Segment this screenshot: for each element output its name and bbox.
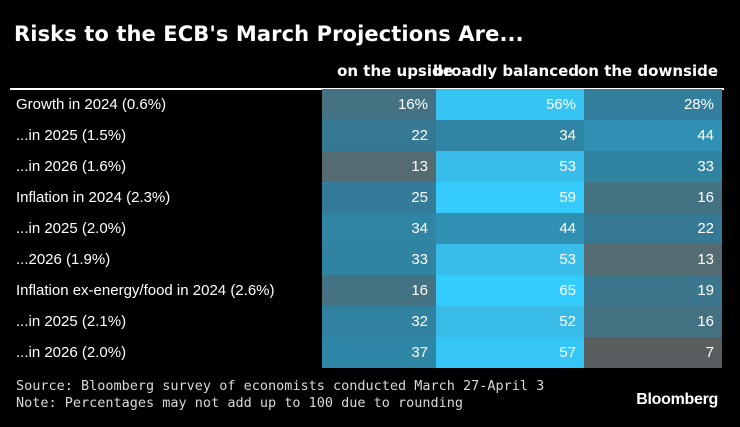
column-headers: on the upside broadly balanced on the do…: [0, 62, 740, 84]
table-row: ...in 2025 (2.0%) 34 44 22: [0, 213, 740, 244]
heatmap-cell: 16: [584, 182, 722, 213]
heatmap-cell: 16: [584, 306, 722, 337]
row-label: Inflation in 2024 (2.3%): [16, 189, 171, 206]
table-row: ...in 2026 (1.6%) 13 53 33: [0, 151, 740, 182]
chart-title: Risks to the ECB's March Projections Are…: [14, 22, 524, 46]
table-row: ...in 2025 (1.5%) 22 34 44: [0, 120, 740, 151]
heatmap-cell: 53: [436, 244, 584, 275]
row-label: ...in 2026 (2.0%): [16, 344, 127, 361]
row-label: ...2026 (1.9%): [16, 251, 111, 268]
heatmap-cell: 34: [322, 213, 436, 244]
heatmap-cell: 25: [322, 182, 436, 213]
table-row: Inflation in 2024 (2.3%) 25 59 16: [0, 182, 740, 213]
heatmap-cell: 28%: [584, 89, 722, 120]
heatmap-cell: 59: [436, 182, 584, 213]
heatmap-cell: 13: [584, 244, 722, 275]
heatmap-cell: 65: [436, 275, 584, 306]
footnotes: Source: Bloomberg survey of economists c…: [16, 378, 544, 412]
table-row: ...in 2026 (2.0%) 37 57 7: [0, 337, 740, 368]
source-note: Source: Bloomberg survey of economists c…: [16, 378, 545, 394]
heatmap-cell: 22: [322, 120, 436, 151]
heatmap-cell: 37: [322, 337, 436, 368]
row-label: ...in 2025 (1.5%): [16, 127, 127, 144]
heatmap-cell: 57: [436, 337, 584, 368]
heatmap-cell: 22: [584, 213, 722, 244]
heatmap-cell: 52: [436, 306, 584, 337]
heatmap-cell: 16%: [322, 89, 436, 120]
row-label: Growth in 2024 (0.6%): [16, 96, 167, 113]
heatmap-cell: 33: [584, 151, 722, 182]
row-label: ...in 2025 (2.1%): [16, 313, 127, 330]
row-label: ...in 2026 (1.6%): [16, 158, 127, 175]
heatmap-cell: 32: [322, 306, 436, 337]
heatmap-cell: 13: [322, 151, 436, 182]
heatmap-cell: 56%: [436, 89, 584, 120]
heatmap-cell: 7: [584, 337, 722, 368]
heatmap-cell: 19: [584, 275, 722, 306]
heatmap-cell: 53: [436, 151, 584, 182]
column-header-upside: on the upside: [337, 62, 453, 80]
rounding-note: Note: Percentages may not add up to 100 …: [16, 395, 464, 411]
table-row: ...in 2025 (2.1%) 32 52 16: [0, 306, 740, 337]
heatmap-cell: 44: [436, 213, 584, 244]
bloomberg-logo: Bloomberg: [636, 391, 718, 408]
column-header-downside: on the downside: [577, 62, 718, 80]
table-row: Inflation ex-energy/food in 2024 (2.6%) 1…: [0, 275, 740, 306]
row-label: Inflation ex-energy/food in 2024 (2.6%): [16, 282, 275, 299]
column-header-balanced: broadly balanced: [432, 62, 580, 80]
heatmap-cell: 44: [584, 120, 722, 151]
table-row: ...2026 (1.9%) 33 53 13: [0, 244, 740, 275]
table-row: Growth in 2024 (0.6%) 16% 56% 28%: [0, 89, 740, 120]
heatmap-cell: 16: [322, 275, 436, 306]
heatmap-cell: 34: [436, 120, 584, 151]
heatmap-cell: 33: [322, 244, 436, 275]
row-label: ...in 2025 (2.0%): [16, 220, 127, 237]
